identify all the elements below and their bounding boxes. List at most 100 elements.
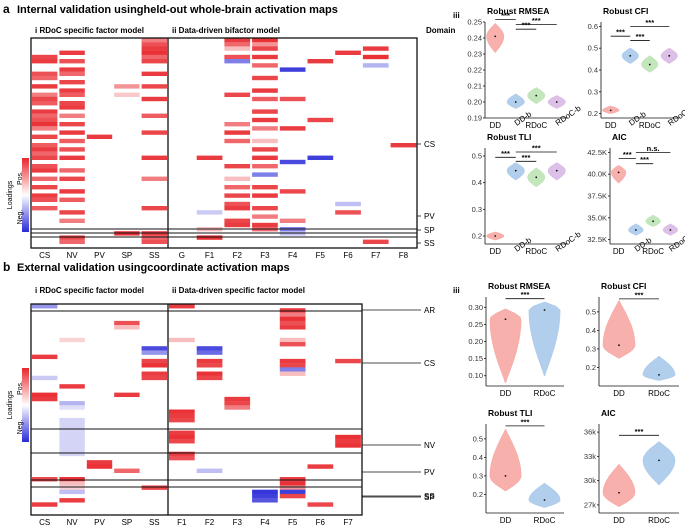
heatmap-cell-f7-33: [335, 443, 361, 448]
heatmap-cell-f2-33: [224, 176, 251, 181]
heatmap-cell-sp-13: [114, 92, 140, 97]
heatmap-cell-f3-42: [252, 214, 278, 219]
violin-median-b-tli-rdoc: [543, 499, 546, 501]
heatmap-cell-f5-44: [279, 489, 306, 495]
x-tick-label-b-rmsea-rdoc: RDoC: [534, 389, 556, 398]
x-tick-label-a-tli-rdoc-b: RDoC-b: [554, 229, 583, 253]
heatmap-cell-f4-46: [252, 498, 278, 503]
heatmap-column-label-f1: F1: [205, 251, 215, 260]
heatmap-cell-cs-21: [32, 126, 58, 131]
panel-b-legend-neg: Neg.: [17, 420, 24, 435]
significance-label-a-rmsea: ***: [501, 11, 510, 20]
y-tick-label-b-tli: 0.4: [473, 453, 483, 462]
heatmap-cell-f6-41: [335, 210, 361, 215]
heatmap-cell-cs-15: [32, 101, 58, 106]
heatmap-cell-f3-44: [252, 222, 278, 228]
violin-b-aic-rdoc: [642, 441, 676, 486]
heatmap-column-label-cs: CS: [39, 518, 50, 526]
panel-b-sub-i: i RDoC specific factor model: [35, 286, 144, 295]
heatmap-cell-cs-27: [32, 151, 58, 156]
violin-b-tli-dd: [489, 429, 522, 492]
chart-title-a-cfi: Robust CFI: [603, 6, 648, 16]
heatmap-cell-cs-31: [32, 168, 58, 173]
heatmap-cell-f3-12: [252, 88, 278, 93]
y-tick-label-a-aic: 35.0K: [587, 213, 607, 222]
heatmap-cell-f4-14: [279, 96, 306, 102]
heatmap-column-label-f7: F7: [343, 518, 353, 526]
heatmap-cell-f4-29: [279, 159, 306, 165]
heatmap-cell-f1-26: [169, 413, 195, 419]
heatmap-cell-ss-40: [141, 206, 167, 211]
heatmap-cell-cs-37: [32, 193, 58, 198]
heatmap-cell-nv-7: [59, 67, 85, 72]
violin-charts: Robust RMSEA 0.19 0.20 0.21 0.22 0.23 0.24 0.25…: [467, 6, 685, 525]
heatmap-cell-nv-5: [59, 59, 85, 64]
x-tick-label-b-tli-dd: DD: [500, 516, 512, 525]
heatmap-column-label-ss: SS: [149, 251, 160, 260]
heatmap-cell-f2-0: [224, 38, 251, 43]
y-tick-label-b-aic: 33k: [584, 452, 596, 461]
heatmap-cell-nv-13: [59, 92, 85, 97]
heatmap-cell-cs-21: [32, 392, 58, 398]
violin-median-b-tli-dd: [504, 475, 507, 477]
heatmap-cell-f7-4: [362, 54, 389, 60]
heatmap-cell-f1-47: [196, 235, 223, 240]
x-tick-label-b-aic-rdoc: RDoC: [648, 516, 670, 525]
heatmap-cell-f5-13: [279, 358, 306, 364]
heatmap-cell-sp-39: [114, 468, 140, 473]
heatmap-cell-cs-14: [32, 96, 58, 102]
heatmap-cell-nv-43: [59, 218, 85, 223]
heatmap-cell-cs-47: [32, 502, 58, 507]
heatmap-cell-ss-33: [141, 176, 167, 181]
heatmap-cell-nv-33: [59, 443, 85, 448]
heatmap-cell-f1-25: [169, 409, 195, 414]
chart-title-a-aic: AIC: [612, 132, 627, 142]
heatmap-cell-nv-23: [59, 401, 85, 406]
violin-b-cfi-rdoc: [642, 355, 676, 381]
heatmap-cell-f3-26: [252, 147, 278, 152]
y-tick-label-a-cfi: 0.4: [588, 66, 598, 75]
y-tick-label-a-rmsea: 0.22: [467, 66, 482, 75]
heatmap-cell-f5-5: [307, 59, 334, 64]
y-tick-label-b-rmsea: 0.30: [468, 303, 483, 312]
heatmap-cell-nv-28: [59, 422, 85, 427]
heatmap-cell-ss-5: [141, 59, 167, 64]
y-tick-label-a-tli: 0.3: [472, 205, 482, 214]
heatmap-cell-cs-30: [32, 164, 58, 169]
x-tick-label-a-aic-rdoc: RDoC: [642, 247, 664, 256]
heatmap-cell-nv-33: [59, 176, 85, 181]
panel-b-letter: b: [3, 260, 10, 274]
violin-median-a-cfi-dd: [609, 109, 612, 112]
significance-label-a-tli: ***: [532, 144, 541, 153]
heatmap-cell-f3-1: [252, 42, 278, 47]
chart-title-b-cfi: Robust CFI: [601, 281, 646, 291]
heatmap-cell-f4-7: [279, 67, 306, 72]
heatmap-cell-f1-8: [169, 337, 195, 343]
violin-median-a-rmsea-rdoc-b: [555, 101, 558, 103]
heatmap-cell-nv-3: [59, 50, 85, 55]
heatmap-cell-f2-30: [224, 164, 251, 169]
heatmap-cell-nv-32: [59, 439, 85, 444]
heatmap-cell-cs-26: [32, 147, 58, 152]
heatmap-cell-nv-36: [59, 189, 85, 194]
heatmap-cell-nv-10: [59, 80, 85, 85]
heatmap-border: [30, 37, 418, 249]
heatmap-cell-nv-47: [59, 235, 85, 240]
y-tick-label-a-cfi: 0.3: [588, 87, 598, 96]
heatmap-column-label-sp: SP: [122, 251, 133, 260]
chart-title-a-tli: Robust TLI: [487, 132, 531, 142]
y-tick-label-b-rmsea: 0.10: [468, 371, 483, 380]
heatmap-cell-ss-4: [141, 54, 167, 60]
violin-chart-b-aic: AIC 27k 30k 33k 36k DD RDoC ***: [584, 408, 679, 525]
y-tick-label-b-cfi: 0.5: [586, 307, 596, 316]
violin-median-a-cfi-rdoc: [648, 63, 651, 66]
heatmap-cell-cs-9: [32, 75, 58, 81]
heatmap-cell-f2-40: [224, 206, 251, 211]
heatmap-cell-nv-12: [59, 88, 85, 93]
violin-chart-b-rmsea: Robust RMSEA 0.10 0.15 0.20 0.25 0.30 DD RDoC **…: [468, 281, 564, 398]
heatmap-cell-f1-35: [169, 451, 195, 457]
heatmap-cell-f4-43: [279, 218, 306, 223]
